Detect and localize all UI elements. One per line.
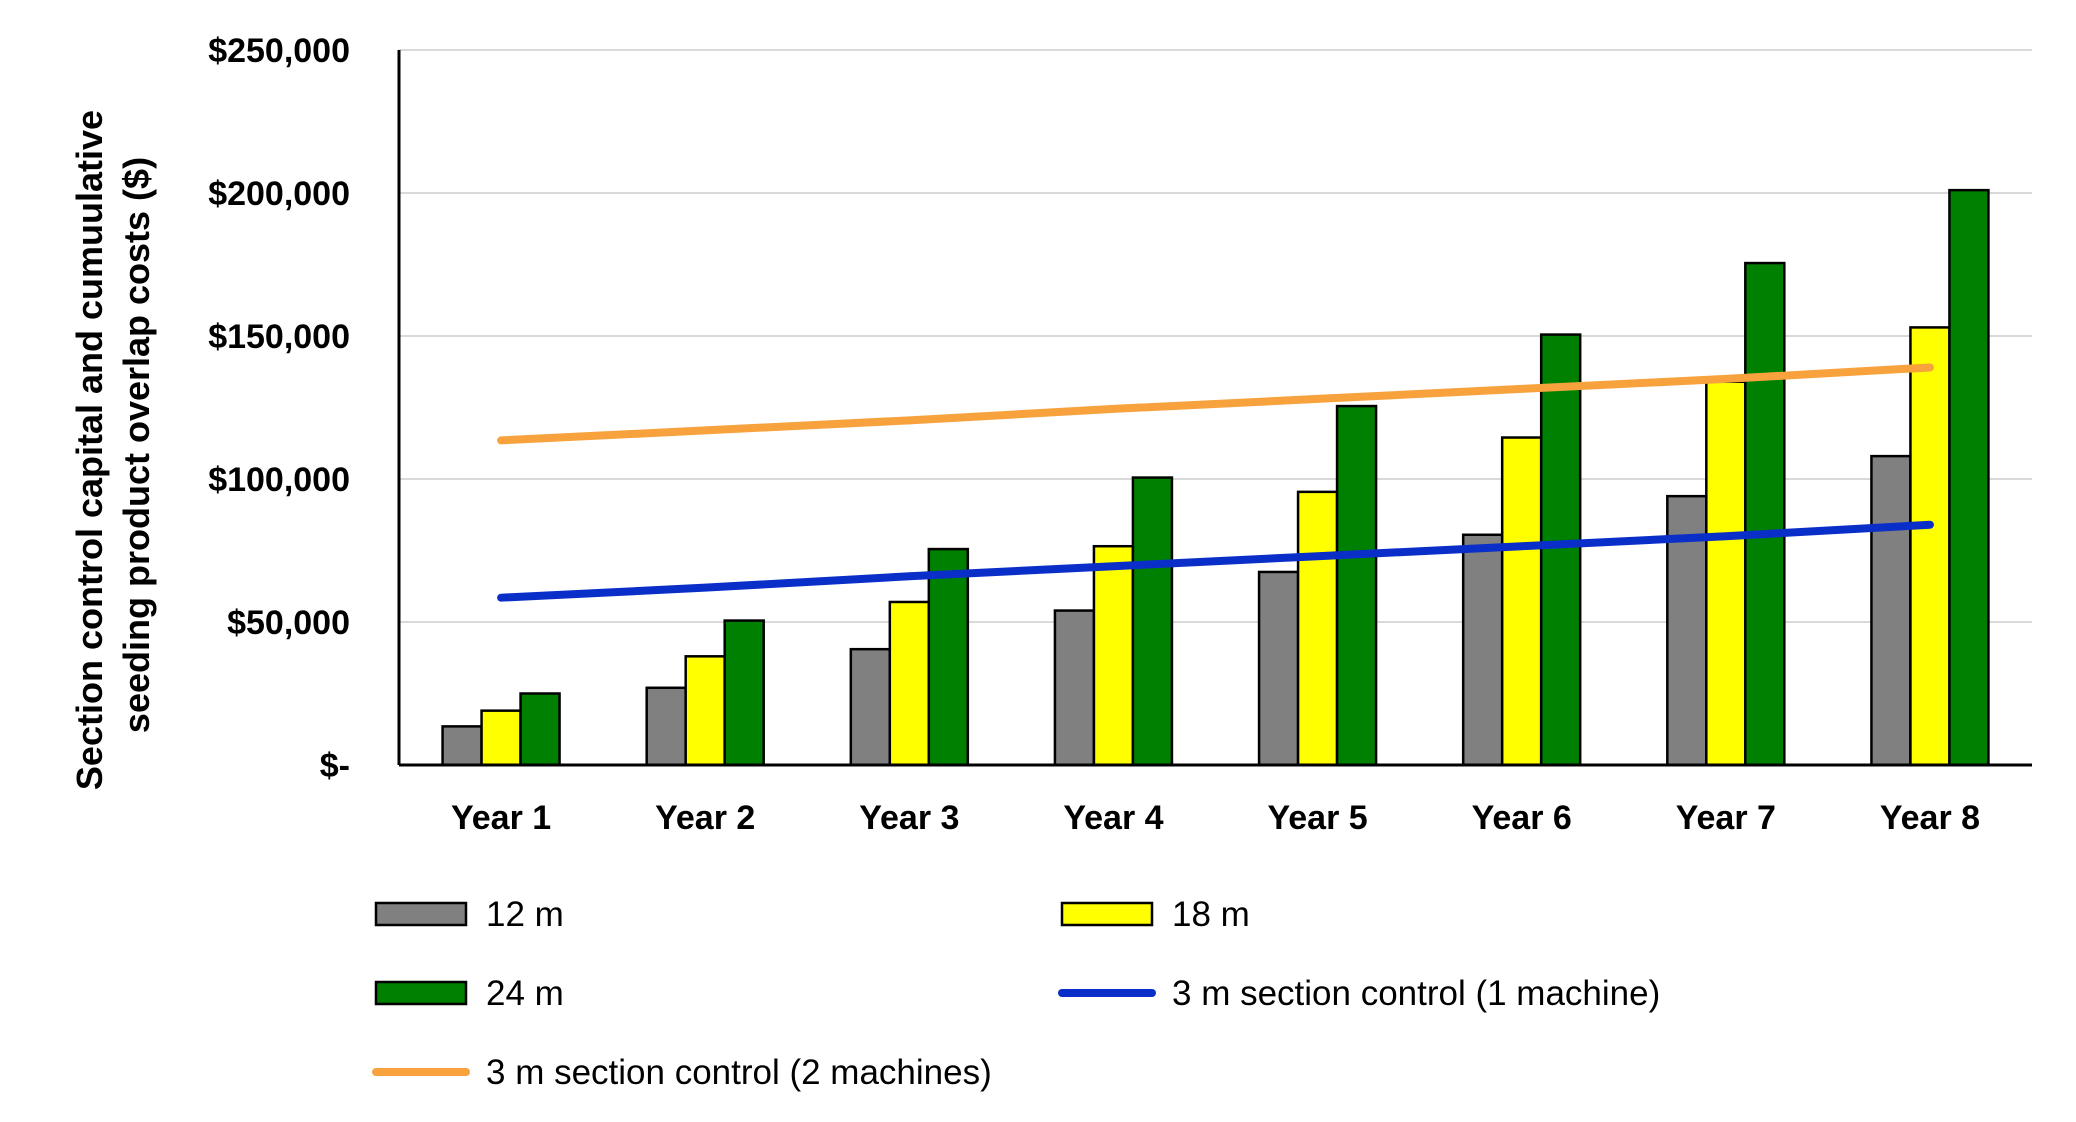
- x-tick-label: Year 8: [1880, 799, 1980, 837]
- bar-12m-1: [441, 725, 483, 767]
- legend-label: 3 m section control (1 machine): [1172, 974, 1660, 1013]
- bar-18m-2: [684, 655, 726, 767]
- x-tick-label: Year 6: [1472, 799, 1572, 837]
- bar-12m-3: [849, 647, 892, 767]
- legend-label: 12 m: [486, 895, 564, 934]
- bar-24m-5: [1335, 404, 1378, 767]
- bar-24m-3: [927, 547, 970, 767]
- y-tick-label: $100,000: [208, 461, 350, 499]
- legend-label: 3 m section control (2 machines): [486, 1053, 992, 1092]
- legend-swatch: [1060, 901, 1154, 927]
- y-tick-label: $50,000: [227, 604, 350, 642]
- bar-18m-7: [1705, 380, 1747, 767]
- bar-24m-1: [519, 692, 561, 767]
- bar-18m-1: [480, 709, 522, 767]
- y-tick-labels: $- $50,000 $100,000 $150,000 $200,000 $250,00…: [208, 32, 350, 785]
- bar-18m-5: [1296, 490, 1339, 767]
- y-axis-title-line-2: seeding product overlap costs ($): [116, 157, 157, 733]
- bar-12m-4: [1053, 609, 1096, 767]
- legend: 12 m 18 m 24 m 3 m section control (1 machi…: [372, 895, 1660, 1092]
- bar-12m-6: [1461, 533, 1504, 767]
- x-tick-label: Year 3: [859, 799, 959, 837]
- y-axis-title: Section control capital and cumuulative …: [69, 100, 157, 790]
- bar-24m-2: [723, 619, 765, 767]
- bar-24m-6: [1539, 333, 1582, 767]
- y-axis-title-line-1: Section control capital and cumuulative: [69, 110, 110, 790]
- legend-label: 24 m: [486, 974, 564, 1013]
- bar-24m-4: [1131, 476, 1174, 767]
- bar-18m-6: [1500, 436, 1543, 767]
- x-tick-label: Year 7: [1676, 799, 1776, 837]
- x-tick-label: Year 5: [1267, 799, 1367, 837]
- y-tick-label: $250,000: [208, 32, 350, 70]
- y-tick-label: $-: [320, 747, 350, 785]
- bar-12m-8: [1870, 454, 1912, 767]
- y-tick-label: $200,000: [208, 175, 350, 213]
- legend-swatch: [374, 980, 468, 1006]
- legend-label: 18 m: [1172, 895, 1250, 934]
- bar-24m-7: [1744, 261, 1786, 767]
- axes: [397, 50, 2032, 767]
- bar-18m-3: [888, 600, 931, 767]
- x-tick-label: Year 4: [1063, 799, 1163, 837]
- line-series-2: [497, 363, 1934, 445]
- x-tick-labels: Year 1 Year 2 Year 3 Year 4 Year 5 Year 6 Year…: [451, 799, 1980, 837]
- line-series-1: [497, 520, 1934, 602]
- lines: [497, 363, 1934, 602]
- x-tick-label: Year 2: [655, 799, 755, 837]
- bar-24m-8: [1948, 188, 1990, 767]
- legend-swatch: [374, 901, 468, 927]
- bar-12m-5: [1257, 570, 1300, 767]
- bar-12m-2: [645, 686, 687, 767]
- bar-18m-4: [1092, 544, 1135, 767]
- bars: [441, 188, 1990, 767]
- bar-18m-8: [1909, 326, 1951, 767]
- y-tick-label: $150,000: [208, 318, 350, 356]
- x-tick-label: Year 1: [451, 799, 551, 837]
